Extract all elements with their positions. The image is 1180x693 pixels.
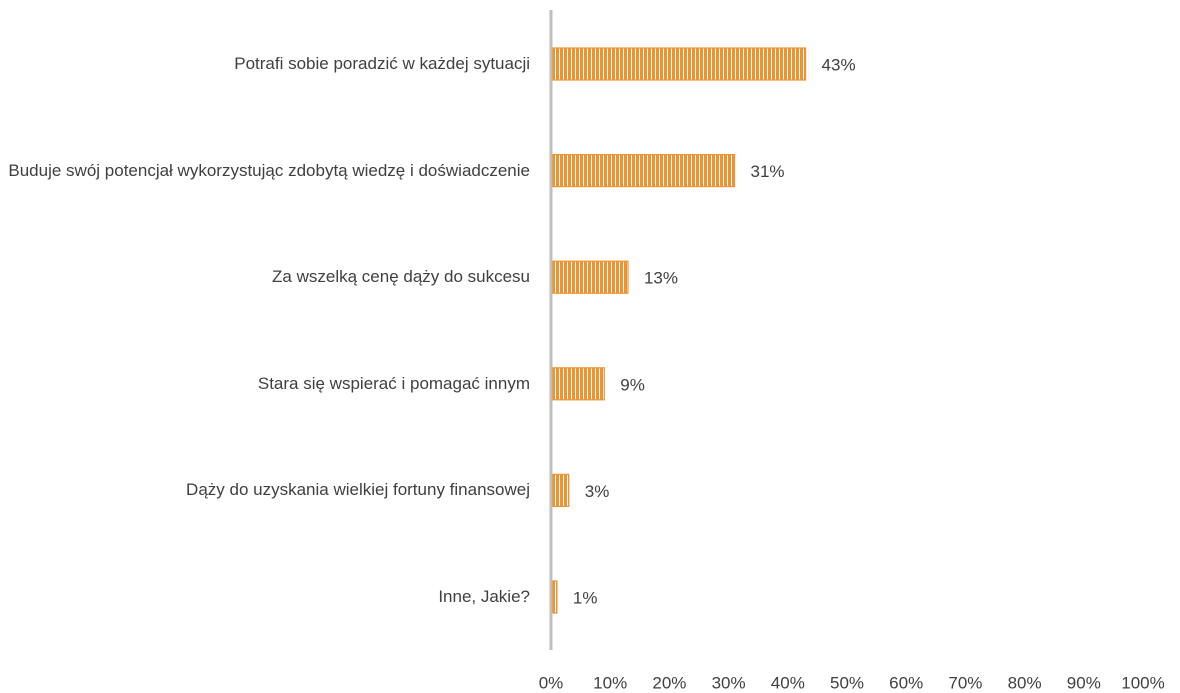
value-label: 31% bbox=[751, 162, 785, 181]
x-tick-label: 60% bbox=[889, 673, 923, 692]
category-label-box: Inne, Jakie? bbox=[0, 567, 530, 627]
category-label: Potrafi sobie poradzić w każdej sytuacji bbox=[234, 54, 530, 73]
value-label: 13% bbox=[644, 269, 678, 288]
x-tick-label: 30% bbox=[712, 673, 746, 692]
category-label-box: Dąży do uzyskania wielkiej fortuny finan… bbox=[0, 460, 530, 520]
category-label-box: Buduje swój potencjał wykorzystując zdob… bbox=[0, 141, 530, 201]
x-tick-label: 0% bbox=[539, 673, 564, 692]
x-tick-label: 10% bbox=[593, 673, 627, 692]
bar bbox=[552, 154, 736, 188]
x-tick-label: 90% bbox=[1067, 673, 1101, 692]
bar bbox=[552, 580, 558, 614]
value-label: 3% bbox=[585, 482, 610, 501]
value-label: 1% bbox=[573, 588, 598, 607]
bar bbox=[552, 47, 807, 81]
category-label: Buduje swój potencjał wykorzystując zdob… bbox=[8, 160, 530, 180]
category-label-box: Potrafi sobie poradzić w każdej sytuacji bbox=[0, 34, 530, 94]
x-tick-label: 80% bbox=[1008, 673, 1042, 692]
x-tick-label: 40% bbox=[771, 673, 805, 692]
value-label: 43% bbox=[822, 55, 856, 74]
category-label: Inne, Jakie? bbox=[438, 587, 530, 606]
value-label: 9% bbox=[620, 375, 645, 394]
x-tick-label: 70% bbox=[948, 673, 982, 692]
x-tick-label: 50% bbox=[830, 673, 864, 692]
category-label-box: Stara się wspierać i pomagać innym bbox=[0, 354, 530, 414]
category-label: Dąży do uzyskania wielkiej fortuny finan… bbox=[186, 480, 530, 500]
category-label-box: Za wszelką cenę dąży do sukcesu bbox=[0, 247, 530, 307]
category-label: Za wszelką cenę dąży do sukcesu bbox=[272, 267, 530, 287]
x-tick-label: 20% bbox=[652, 673, 686, 692]
x-tick-label: 100% bbox=[1121, 673, 1164, 692]
category-label: Stara się wspierać i pomagać innym bbox=[257, 373, 530, 393]
bar bbox=[552, 473, 570, 507]
bar bbox=[552, 367, 605, 401]
bar bbox=[552, 260, 629, 294]
